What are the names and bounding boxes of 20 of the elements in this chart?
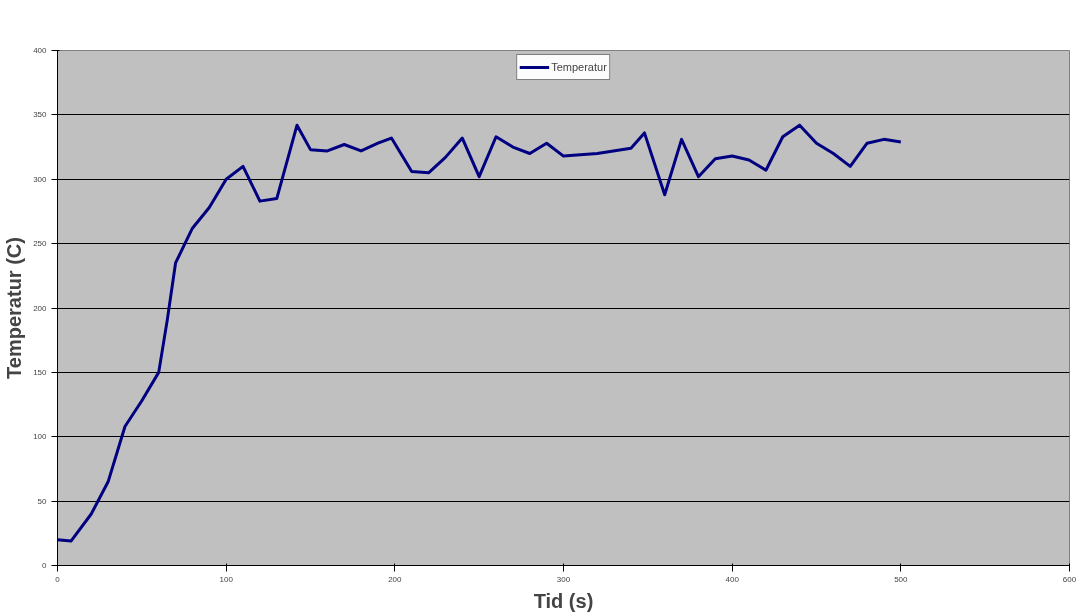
x-tick-label: 300: [556, 574, 571, 584]
x-tick-label: 200: [388, 574, 403, 584]
y-tick-label: 0: [42, 561, 48, 570]
x-tick-label: 400: [725, 574, 740, 584]
y-tick-label: 150: [33, 367, 48, 377]
y-tick-label: 300: [33, 174, 48, 184]
x-tick-label: 600: [1062, 574, 1077, 584]
y-tick-label: 100: [33, 432, 48, 442]
legend-label: Temperatur: [551, 61, 607, 73]
y-tick-label: 400: [33, 46, 48, 55]
y-tick-label: 50: [37, 496, 48, 506]
y-axis-title: Temperatur (C): [3, 237, 26, 379]
y-tick-label: 250: [33, 239, 48, 249]
x-tick-label: 0: [55, 574, 61, 584]
x-axis-title: Tid (s): [533, 589, 594, 612]
line-series: [57, 123, 903, 543]
y-tick-label: 200: [33, 303, 48, 313]
x-tick-label: 100: [219, 574, 234, 584]
x-tick-label: 500: [894, 574, 909, 584]
y-tick-label: 350: [33, 110, 48, 120]
